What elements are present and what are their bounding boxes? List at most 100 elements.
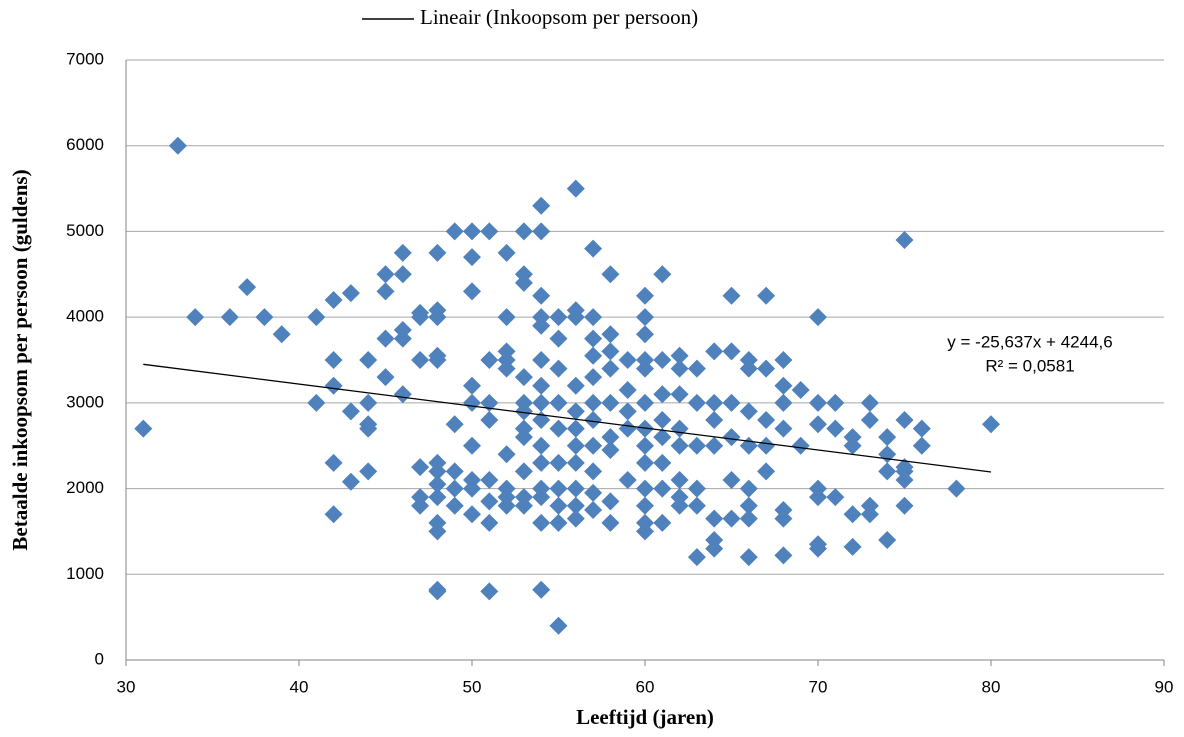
point bbox=[514, 428, 533, 447]
point bbox=[359, 419, 378, 438]
point bbox=[843, 537, 862, 556]
point bbox=[445, 479, 464, 498]
trendline bbox=[143, 363, 992, 473]
point bbox=[428, 462, 447, 481]
point bbox=[584, 483, 603, 502]
point bbox=[532, 453, 551, 472]
point bbox=[687, 393, 706, 412]
point bbox=[566, 496, 585, 515]
point bbox=[168, 136, 187, 155]
point bbox=[826, 488, 845, 507]
point bbox=[532, 580, 551, 599]
point bbox=[705, 539, 724, 558]
point bbox=[722, 342, 741, 361]
point bbox=[549, 616, 568, 635]
point bbox=[428, 475, 447, 494]
point bbox=[497, 308, 516, 327]
point bbox=[774, 351, 793, 369]
point bbox=[532, 513, 551, 532]
point bbox=[566, 179, 585, 198]
point bbox=[428, 488, 447, 507]
point bbox=[514, 402, 533, 421]
point bbox=[549, 453, 568, 472]
point bbox=[601, 513, 620, 532]
point bbox=[739, 496, 758, 515]
point bbox=[722, 509, 741, 528]
point bbox=[359, 462, 378, 481]
point bbox=[722, 428, 741, 447]
point bbox=[393, 385, 412, 404]
point bbox=[895, 471, 914, 489]
x-tick-label: 70 bbox=[809, 677, 828, 696]
point bbox=[566, 419, 585, 438]
point bbox=[341, 402, 360, 421]
point bbox=[653, 453, 672, 472]
point bbox=[809, 415, 827, 434]
point bbox=[826, 393, 845, 412]
point bbox=[739, 548, 758, 567]
point bbox=[238, 278, 257, 297]
point bbox=[532, 376, 551, 395]
point bbox=[739, 402, 758, 421]
point bbox=[411, 308, 430, 327]
point bbox=[532, 488, 551, 507]
point bbox=[307, 308, 326, 327]
point bbox=[601, 428, 620, 447]
point bbox=[341, 472, 360, 491]
point bbox=[514, 273, 533, 292]
point bbox=[480, 222, 499, 241]
point bbox=[757, 462, 776, 481]
point bbox=[687, 359, 706, 378]
point bbox=[878, 428, 897, 447]
point bbox=[584, 501, 603, 519]
point bbox=[566, 402, 585, 421]
point bbox=[653, 385, 672, 404]
point bbox=[636, 436, 654, 455]
point bbox=[584, 346, 603, 365]
point bbox=[549, 329, 568, 348]
point bbox=[653, 513, 672, 532]
y-tick-label: 0 bbox=[95, 649, 104, 668]
x-tick-label: 90 bbox=[1155, 677, 1174, 696]
point bbox=[636, 308, 654, 327]
point bbox=[601, 359, 620, 378]
point bbox=[566, 479, 585, 498]
point bbox=[480, 513, 499, 532]
point bbox=[912, 436, 931, 455]
point bbox=[497, 359, 516, 378]
point bbox=[670, 471, 689, 489]
point bbox=[618, 381, 637, 399]
point bbox=[186, 308, 205, 327]
y-tick-label: 2000 bbox=[66, 478, 104, 497]
x-axis-title: Leeftijd (jaren) bbox=[576, 705, 714, 729]
x-tick-label: 50 bbox=[463, 677, 482, 696]
point bbox=[636, 286, 654, 305]
point bbox=[549, 496, 568, 515]
point bbox=[376, 282, 395, 301]
point bbox=[774, 509, 793, 528]
point bbox=[809, 393, 827, 412]
x-tick-label: 40 bbox=[290, 677, 309, 696]
point bbox=[428, 308, 447, 327]
point bbox=[739, 479, 758, 498]
point bbox=[601, 441, 620, 459]
point bbox=[705, 436, 724, 455]
point bbox=[324, 505, 343, 524]
point bbox=[687, 479, 706, 498]
point bbox=[636, 522, 654, 541]
point bbox=[549, 308, 568, 327]
point bbox=[601, 265, 620, 284]
point bbox=[376, 368, 395, 387]
point bbox=[393, 265, 412, 284]
point bbox=[618, 419, 637, 438]
y-tick-label: 6000 bbox=[66, 135, 104, 154]
point bbox=[463, 376, 481, 395]
point bbox=[895, 231, 914, 249]
point bbox=[809, 488, 827, 507]
point bbox=[774, 546, 793, 565]
point bbox=[739, 509, 758, 528]
point bbox=[670, 385, 689, 404]
point bbox=[324, 291, 343, 309]
point bbox=[514, 222, 533, 241]
point bbox=[584, 239, 603, 258]
